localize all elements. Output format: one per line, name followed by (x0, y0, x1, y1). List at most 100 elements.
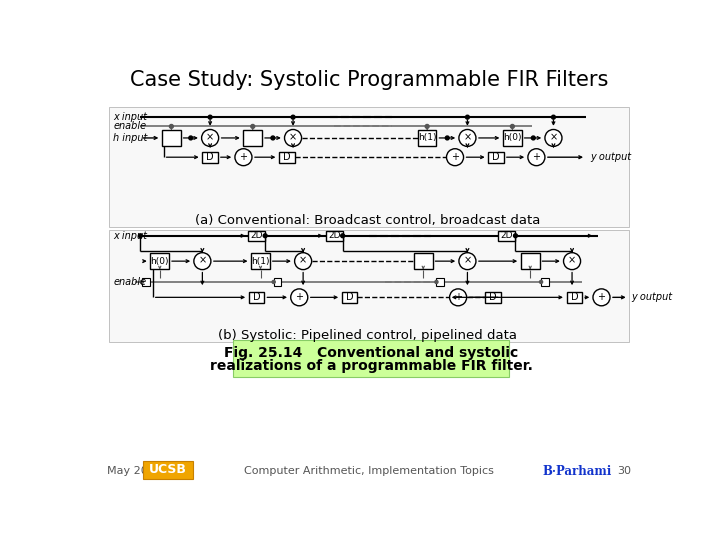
Bar (248, 231, 265, 241)
Text: (a) Conventional: Broadcast control, broadcast data: (a) Conventional: Broadcast control, bro… (195, 214, 540, 227)
Bar (498, 231, 516, 241)
Text: D: D (283, 152, 291, 162)
Bar (233, 340, 508, 377)
Text: D: D (492, 152, 500, 162)
Circle shape (341, 234, 345, 238)
Bar (249, 292, 264, 303)
Circle shape (235, 148, 252, 166)
Circle shape (194, 253, 211, 269)
Circle shape (449, 289, 467, 306)
Bar (109, 107, 629, 226)
Text: x input: x input (113, 112, 148, 122)
Text: ×: × (206, 132, 214, 143)
Bar (418, 130, 436, 146)
Text: x input: x input (113, 231, 148, 241)
Circle shape (291, 289, 307, 306)
Bar (251, 253, 270, 269)
Circle shape (272, 280, 275, 284)
Text: ×: × (198, 256, 207, 266)
Circle shape (284, 130, 302, 146)
Bar (243, 130, 262, 146)
Bar (202, 152, 218, 163)
Bar (274, 278, 282, 286)
Bar (162, 130, 181, 146)
Text: 2D: 2D (328, 231, 341, 240)
Circle shape (466, 115, 469, 119)
Text: Case Study: Systolic Programmable FIR Filters: Case Study: Systolic Programmable FIR Fi… (130, 70, 608, 90)
Circle shape (552, 115, 555, 119)
Text: h input: h input (113, 133, 148, 143)
Text: D: D (346, 292, 354, 302)
Bar (109, 231, 629, 342)
Text: B·Parhami: B·Parhami (542, 465, 611, 478)
Text: +: + (240, 152, 248, 162)
Text: enable: enable (113, 277, 146, 287)
Text: ×: × (568, 256, 576, 266)
Bar (541, 278, 549, 286)
Text: Computer Arithmetic, Implementation Topics: Computer Arithmetic, Implementation Topi… (244, 467, 494, 476)
Circle shape (271, 136, 275, 140)
Text: (b) Systolic: Pipelined control, pipelined data: (b) Systolic: Pipelined control, pipelin… (218, 329, 517, 342)
Text: May 2010: May 2010 (107, 467, 162, 476)
Text: ×: × (299, 256, 307, 266)
Circle shape (202, 130, 219, 146)
Bar (503, 130, 522, 146)
Bar (414, 253, 433, 269)
Text: h(0): h(0) (150, 256, 169, 266)
Circle shape (208, 115, 212, 119)
Text: y output: y output (590, 152, 631, 162)
Text: y output: y output (631, 292, 672, 302)
Text: D: D (253, 292, 261, 302)
Text: +: + (295, 292, 303, 302)
Circle shape (531, 136, 535, 140)
Circle shape (510, 125, 514, 129)
Bar (567, 292, 582, 303)
Bar (150, 253, 169, 269)
Bar (342, 292, 357, 303)
Text: D: D (207, 152, 214, 162)
Circle shape (459, 130, 476, 146)
Bar (142, 278, 150, 286)
Circle shape (140, 280, 143, 284)
Text: h(1): h(1) (418, 133, 436, 143)
Circle shape (593, 289, 610, 306)
Text: ×: × (464, 132, 472, 143)
Circle shape (138, 234, 143, 238)
Circle shape (294, 253, 312, 269)
Circle shape (426, 125, 429, 129)
Circle shape (435, 280, 438, 284)
Text: 2D: 2D (500, 231, 513, 240)
Circle shape (169, 125, 174, 129)
Bar (485, 292, 500, 303)
Text: 2D: 2D (251, 231, 263, 240)
Text: ×: × (549, 132, 557, 143)
Circle shape (513, 234, 518, 238)
Text: +: + (454, 292, 462, 302)
Circle shape (251, 125, 255, 129)
Circle shape (291, 115, 295, 119)
Text: ×: × (289, 132, 297, 143)
Text: enable: enable (113, 122, 146, 131)
Text: 30: 30 (617, 467, 631, 476)
Circle shape (446, 136, 449, 140)
Text: UCSB: UCSB (149, 463, 186, 476)
Bar (521, 253, 539, 269)
Bar (143, 461, 193, 479)
Text: +: + (532, 152, 541, 162)
Text: ×: × (464, 256, 472, 266)
Text: D: D (570, 292, 578, 302)
Text: D: D (489, 292, 497, 302)
Text: realizations of a programmable FIR filter.: realizations of a programmable FIR filte… (210, 359, 532, 373)
Text: h(0): h(0) (503, 133, 521, 143)
Circle shape (539, 280, 543, 284)
Text: +: + (598, 292, 606, 302)
Bar (436, 278, 444, 286)
Text: +: + (451, 152, 459, 162)
Circle shape (564, 253, 580, 269)
Text: Fig. 25.14   Conventional and systolic: Fig. 25.14 Conventional and systolic (224, 346, 518, 360)
Circle shape (446, 148, 464, 166)
Circle shape (528, 148, 545, 166)
Circle shape (545, 130, 562, 146)
Circle shape (189, 136, 193, 140)
Circle shape (459, 253, 476, 269)
